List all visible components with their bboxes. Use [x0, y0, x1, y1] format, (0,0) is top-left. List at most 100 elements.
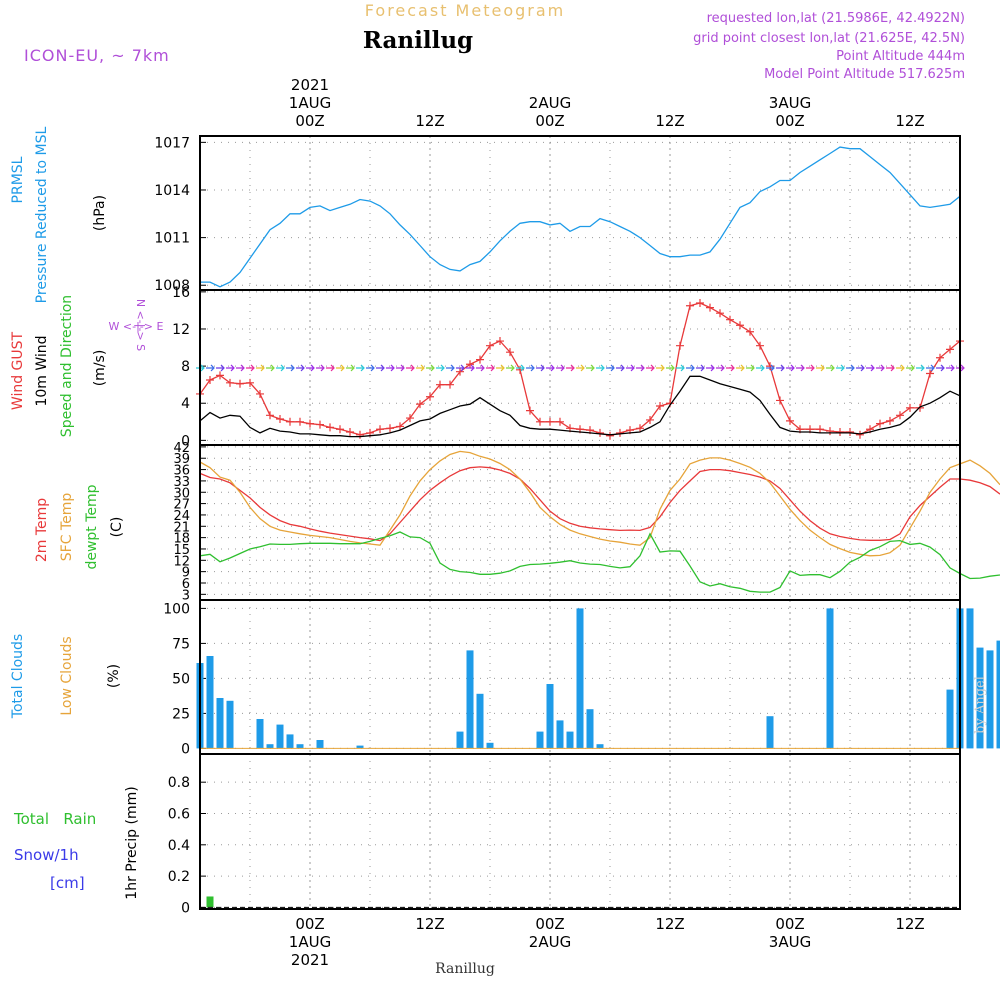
- total-clouds-bar: [587, 709, 594, 748]
- gust-marker: [546, 418, 554, 426]
- gust-marker: [736, 321, 744, 329]
- wind-arrow: [536, 365, 544, 371]
- gust-marker: [356, 431, 364, 439]
- wind-unit: (m/s): [92, 350, 108, 387]
- y-tick-label: 12: [172, 322, 190, 338]
- precipitation-panel: 00.20.40.60.8: [168, 754, 960, 916]
- gust-marker: [296, 418, 304, 426]
- wind-arrow: [256, 365, 264, 371]
- total-clouds-bar: [277, 725, 284, 749]
- gust-marker: [236, 380, 244, 388]
- total-clouds-bar: [537, 732, 544, 749]
- total-clouds-bar: [597, 744, 604, 748]
- total-clouds-bar: [457, 732, 464, 749]
- temp-unit: (C): [109, 517, 125, 538]
- t2m-label: 2m Temp: [34, 498, 50, 562]
- total-clouds-bar: [217, 698, 224, 748]
- low-clouds-label: Low Clouds: [59, 636, 75, 715]
- total-clouds-bar: [287, 734, 294, 748]
- wind-arrow: [716, 365, 724, 371]
- gust-marker: [596, 429, 604, 437]
- total-clouds-bar: [317, 740, 324, 748]
- gust-marker: [616, 429, 624, 437]
- gust-marker: [606, 432, 614, 440]
- top-time-label: 00Z: [775, 112, 804, 130]
- y-tick-label: 1011: [154, 231, 190, 247]
- wind-arrow: [396, 365, 404, 371]
- gust-marker: [876, 420, 884, 428]
- point-altitude: Point Altitude 444m: [836, 49, 965, 64]
- requested-lonlat: requested lon,lat (21.5986E, 42.4922N): [707, 11, 965, 26]
- total-clouds-bar: [297, 744, 304, 748]
- wind-arrow: [576, 365, 584, 371]
- gust-marker: [826, 427, 834, 435]
- wind-arrow: [636, 365, 644, 371]
- panels: 1008101110141017048121636912151821242730…: [154, 135, 1000, 916]
- y-tick-label: 42: [173, 441, 190, 456]
- wind-arrow: [746, 365, 754, 371]
- wind-arrow: [496, 365, 504, 371]
- wind-arrow: [676, 365, 684, 371]
- wind-arrow: [326, 365, 334, 371]
- pressure-reduced-label: Pressure Reduced to MSL: [34, 126, 50, 303]
- wind-arrow: [506, 365, 514, 371]
- bottom-time-label: 3AUG: [769, 933, 811, 951]
- gust-marker: [346, 428, 354, 436]
- gust-marker: [926, 370, 934, 378]
- y-tick-label: 0.6: [168, 806, 190, 822]
- wind-gust-label: Wind GUST: [10, 331, 26, 410]
- wind-arrow: [216, 365, 224, 371]
- total-clouds-bar: [487, 743, 494, 749]
- wind-arrow: [606, 365, 614, 371]
- gust-marker: [556, 418, 564, 426]
- wind-gust-line: [200, 303, 960, 436]
- gust-marker: [746, 328, 754, 336]
- total-rain-bar: [207, 896, 214, 907]
- bottom-time-label: 12Z: [655, 915, 684, 933]
- grid-point-lonlat: grid point closest lon,lat (21.625E, 42.…: [693, 31, 965, 46]
- wind-arrow: [436, 365, 444, 371]
- top-title: Forecast Meteogram: [365, 1, 565, 20]
- total-clouds-bar: [467, 650, 474, 748]
- wind-arrow: [846, 365, 854, 371]
- bottom-time-label: 00Z: [295, 915, 324, 933]
- watermark: by Angel: [973, 676, 988, 734]
- gust-marker: [276, 415, 284, 423]
- y-tick-label: 8: [181, 359, 190, 375]
- wind-arrow: [426, 365, 434, 371]
- total-clouds-bar: [577, 608, 584, 748]
- bottom-time-label: 2021: [291, 951, 329, 969]
- gust-marker: [846, 428, 854, 436]
- top-time-label: 12Z: [655, 112, 684, 130]
- total-clouds-bar: [767, 716, 774, 748]
- bottom-time-label: 00Z: [535, 915, 564, 933]
- gust-marker: [286, 418, 294, 426]
- top-time-label: 12Z: [415, 112, 444, 130]
- bottom-time-label: 12Z: [415, 915, 444, 933]
- top-time-label: 2021: [291, 76, 329, 94]
- y-tick-label: 50: [172, 671, 190, 687]
- top-time-label: 2AUG: [529, 94, 571, 112]
- y-tick-label: 0.4: [168, 838, 190, 854]
- wind-arrow: [786, 365, 794, 371]
- gust-marker: [686, 302, 694, 310]
- total-clouds-bar: [547, 684, 554, 748]
- clouds-unit: (%): [106, 664, 122, 688]
- wind-arrow: [286, 365, 294, 371]
- y-tick-label: 4: [181, 396, 190, 412]
- gust-marker: [336, 425, 344, 433]
- top-time-label: 12Z: [895, 112, 924, 130]
- y-tick-label: 0: [181, 741, 190, 757]
- model-label: ICON-EU, ~ 7km: [24, 46, 170, 65]
- gust-marker: [266, 411, 274, 419]
- gust-marker: [676, 342, 684, 350]
- total-clouds-bar: [227, 701, 234, 749]
- y-tick-label: 0.2: [168, 869, 190, 885]
